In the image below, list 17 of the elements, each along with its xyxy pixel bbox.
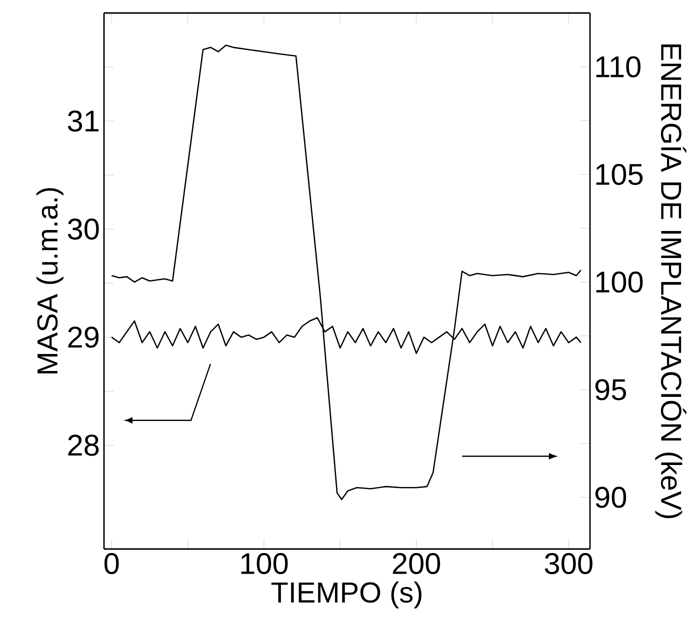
line-series [110,44,582,500]
y2-tick-label: 110 [596,56,640,78]
x-axis-title: TIEMPO (s) [271,582,422,608]
y-axis-title: MASA (u.m.a.) [36,188,64,374]
y-tick-label: 29 [68,326,99,348]
y-tick-label: 30 [68,218,99,240]
y2-tick-label: 95 [595,379,626,400]
x-tick-label: 0 [104,553,119,574]
y2-tick-label: 100 [596,271,643,293]
y2-tick-label: 105 [596,164,643,186]
y-tick-label: 28 [68,434,99,456]
x-tick-label: 300 [544,553,592,574]
y2-axis-title: ENERGÍA DE IMPLANTACIÓN (keV) [655,44,686,518]
x-tick-label: 100 [241,553,288,574]
x-tick-label: 200 [392,553,440,574]
y2-tick-label: 90 [595,486,626,508]
y-tick-label: 31 [68,110,99,132]
